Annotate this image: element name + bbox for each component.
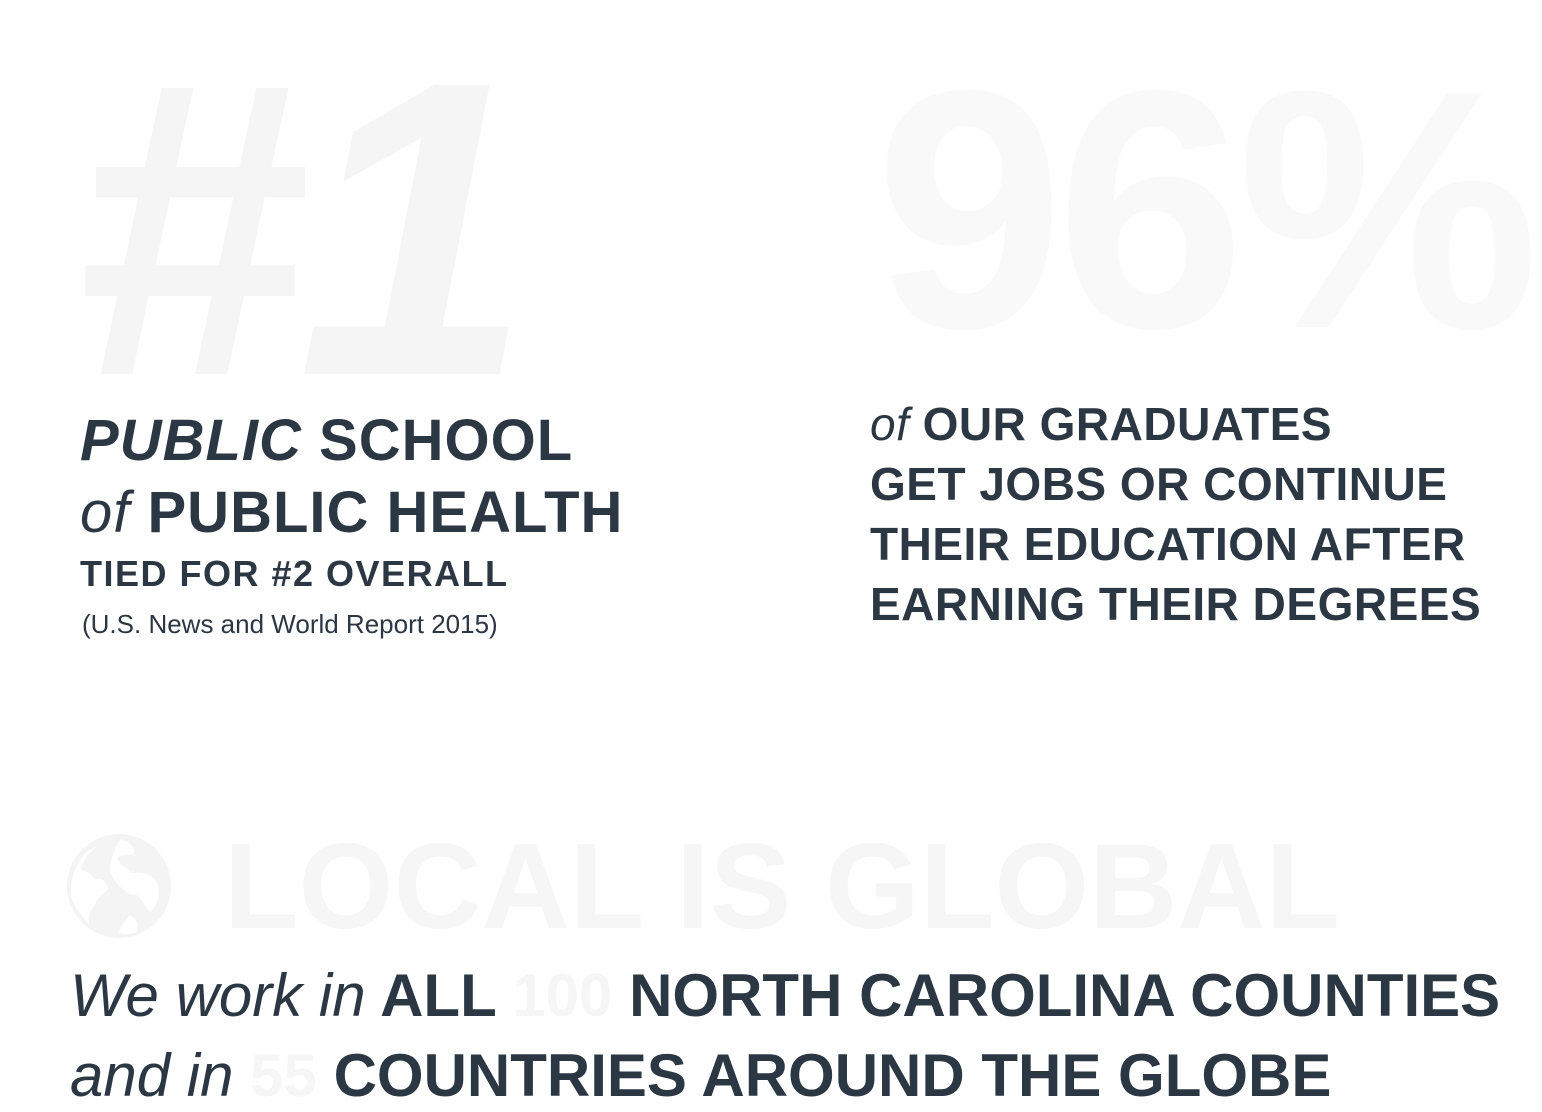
of-italic-word: of [80, 480, 131, 545]
graduates-line1: of OUR GRADUATES [870, 394, 1481, 454]
countries-count: 55 [250, 1042, 317, 1109]
graduates-line2: GET JOBS OR CONTINUE [870, 458, 1448, 510]
tied-overall-text: TIED FOR #2 OVERALL [80, 553, 509, 594]
and-in-text: and in [70, 1042, 234, 1109]
public-italic-word: PUBLIC [80, 408, 302, 473]
of-italic-word: of [870, 398, 910, 450]
graduates-line4: EARNING THEIR DEGREES [870, 578, 1482, 630]
rank-headline-line1: PUBLIC SCHOOL [80, 408, 623, 474]
countries-text: COUNTRIES AROUND THE GLOBE [333, 1042, 1332, 1109]
public-health-words: PUBLIC HEALTH [147, 480, 624, 545]
countries-line: and in 55 COUNTRIES AROUND THE GLOBE [70, 1040, 1331, 1112]
counties-line: We work in ALL 100 NORTH CAROLINA COUNTI… [70, 960, 1500, 1032]
graduates-line3: THEIR EDUCATION AFTER [870, 518, 1466, 570]
all-word: ALL [380, 962, 496, 1029]
counties-text: NORTH CAROLINA COUNTIES [629, 962, 1501, 1029]
source-citation: (U.S. News and World Report 2015) [82, 609, 498, 639]
school-word: SCHOOL [319, 408, 574, 473]
we-work-in-text: We work in [70, 962, 366, 1029]
graduates-stat-block: of OUR GRADUATES GET JOBS OR CONTINUE TH… [870, 394, 1481, 634]
globe-icon [67, 834, 171, 938]
rank-headline-line2: of PUBLIC HEALTH [80, 474, 623, 552]
local-is-global-heading: LOCAL IS GLOBAL [66, 818, 1341, 954]
graduates-watermark-percent: 96% [875, 20, 1539, 400]
rank-stat-block: PUBLIC SCHOOL of PUBLIC HEALTH TIED FOR … [80, 408, 623, 640]
graduates-line1-text: OUR GRADUATES [922, 398, 1333, 450]
local-is-global-title: LOCAL IS GLOBAL [224, 818, 1341, 954]
counties-count: 100 [512, 962, 613, 1029]
rank-watermark-number: #1 [72, 0, 531, 464]
